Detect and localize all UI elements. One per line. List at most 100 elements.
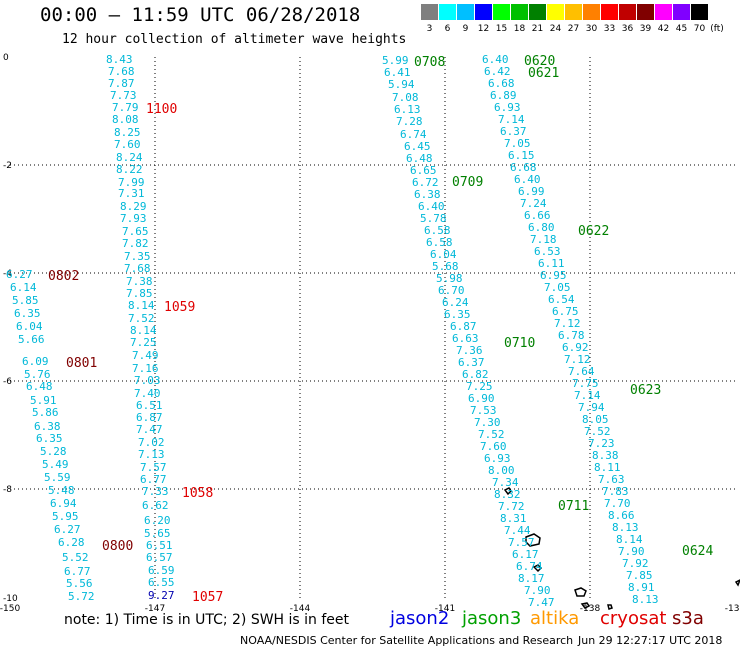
legend-label: 6 <box>444 24 451 34</box>
swh-value: 8.43 <box>106 53 133 66</box>
legend-label: 18 <box>513 24 526 34</box>
pass-time-label: 0802 <box>48 269 79 284</box>
swh-value: 8.31 <box>500 512 527 525</box>
swh-value: 7.85 <box>126 287 153 300</box>
swh-value: 6.48 <box>26 380 53 393</box>
legend-label: 15 <box>495 24 508 34</box>
swh-value: 5.68 <box>432 260 459 273</box>
swh-value: 7.57 <box>508 536 535 549</box>
swh-value: 7.05 <box>544 281 571 294</box>
swh-value: 6.93 <box>484 452 511 465</box>
legend-label: 21 <box>531 24 544 34</box>
swh-value: 8.14 <box>130 324 157 337</box>
swh-value: 6.35 <box>36 432 63 445</box>
swh-value: 6.65 <box>410 164 437 177</box>
track-3: 5.996.415.947.086.137.286.746.456.486.65… <box>382 54 589 609</box>
legend-label: 12 <box>477 24 490 34</box>
swh-value: 5.95 <box>52 510 79 523</box>
swh-value: 8.32 <box>494 488 521 501</box>
swh-value: 8.38 <box>592 449 619 462</box>
swh-value: 7.52 <box>584 425 611 438</box>
legend-swatch <box>583 4 600 20</box>
pass-time-label: 0620 <box>524 54 555 69</box>
swh-value: 6.87 <box>136 411 163 424</box>
swh-value: 7.33 <box>142 485 169 498</box>
swh-value: 7.30 <box>474 416 501 429</box>
swh-value: 6.95 <box>540 269 567 282</box>
swh-value: 5.59 <box>44 471 71 484</box>
legend-swatch <box>529 4 546 20</box>
legend-swatch <box>691 4 708 20</box>
swh-value: 7.14 <box>498 113 525 126</box>
swh-value: 5.52 <box>62 551 89 564</box>
legend-label: 39 <box>639 24 652 34</box>
island-outlines <box>503 487 740 610</box>
swh-value: 7.99 <box>118 176 145 189</box>
track-4: 6.406.426.686.896.937.146.377.056.156.68… <box>482 53 713 606</box>
swh-value: 6.51 <box>136 399 163 412</box>
swh-value: 7.73 <box>110 89 137 102</box>
swh-value: 5.91 <box>30 394 57 407</box>
swh-value: 7.90 <box>618 545 645 558</box>
swh-value: 8.14 <box>128 299 155 312</box>
swh-value: 6.20 <box>144 514 171 527</box>
swh-value: 6.75 <box>552 305 579 318</box>
swh-value: 5.86 <box>32 406 59 419</box>
swh-value: 8.13 <box>612 521 639 534</box>
legend-swatch <box>619 4 636 20</box>
legend-swatch <box>637 4 654 20</box>
swh-value: 5.56 <box>66 577 93 590</box>
swh-value: 7.79 <box>112 101 139 114</box>
swh-value: 6.13 <box>394 103 421 116</box>
swh-value: 7.87 <box>108 77 135 90</box>
swh-value: 6.38 <box>34 420 61 433</box>
swh-value: 5.99 <box>382 54 409 67</box>
pass-time-label: 0800 <box>102 539 133 554</box>
swh-value: 6.99 <box>518 185 545 198</box>
lon-tick-label: -141 <box>435 604 455 614</box>
page-subtitle: 12 hour collection of altimeter wave hei… <box>62 32 407 47</box>
swh-value: 6.45 <box>404 140 431 153</box>
island-shape <box>503 487 740 610</box>
satellite-name: s3a <box>672 608 704 629</box>
legend-swatch <box>511 4 528 20</box>
swh-value: 6.42 <box>484 65 511 78</box>
swh-value: 6.77 <box>140 473 167 486</box>
map-grid: -150 -147 -144 -141 -138 -135 0 -2 -4 -6 -8 -10 <box>0 53 740 614</box>
legend-swatch <box>673 4 690 20</box>
swh-value: 7.72 <box>498 500 525 513</box>
swh-value: 7.02 <box>138 436 165 449</box>
swh-value: 6.27 <box>6 268 33 281</box>
swh-value: 5.28 <box>40 445 67 458</box>
swh-value: 8.08 <box>112 113 139 126</box>
swh-value: 6.90 <box>468 392 495 405</box>
swh-value: 6.37 <box>500 125 527 138</box>
swh-value: 7.64 <box>568 365 595 378</box>
pass-time-label: 0709 <box>452 175 483 190</box>
swh-value: 7.25 <box>130 336 157 349</box>
swh-value: 7.08 <box>392 91 419 104</box>
swh-value: 6.66 <box>524 209 551 222</box>
lon-tick-label: -138 <box>580 604 601 614</box>
swh-value: 6.14 <box>10 281 37 294</box>
satellite-name: jason3 <box>462 608 522 629</box>
swh-value: 7.60 <box>114 138 141 151</box>
swh-value: 9.27 <box>148 589 175 602</box>
swh-value: 8.29 <box>120 200 147 213</box>
swh-value: 5.94 <box>388 78 415 91</box>
swh-value: 8.24 <box>116 151 143 164</box>
swh-value: 7.34 <box>492 476 519 489</box>
swh-value: 6.82 <box>462 368 489 381</box>
swh-value: 7.83 <box>602 485 629 498</box>
track-2: 6.276.145.856.356.045.666.095.766.485.91… <box>6 268 133 603</box>
swh-value: 7.52 <box>128 312 155 325</box>
lon-tick-label: -144 <box>290 604 311 614</box>
swh-value: 6.87 <box>450 320 477 333</box>
swh-value: 8.66 <box>608 509 635 522</box>
pass-time-label: 1058 <box>182 486 213 501</box>
swh-value: 6.35 <box>444 308 471 321</box>
swh-value: 6.40 <box>514 173 541 186</box>
swh-value: 5.48 <box>48 484 75 497</box>
swh-value: 6.70 <box>438 284 465 297</box>
swh-value: 7.12 <box>564 353 591 366</box>
